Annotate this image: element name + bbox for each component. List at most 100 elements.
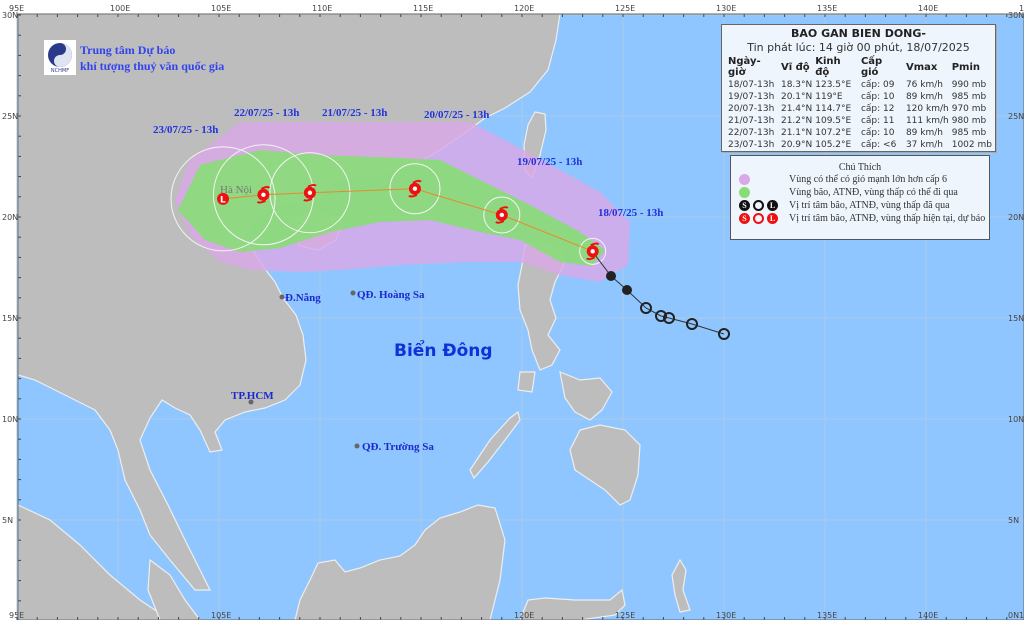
uncertainty-circle — [483, 196, 521, 234]
table-row: 19/07-13h 20.1°N 119°E cấp: 10 89 km/h 985 mb — [728, 91, 995, 103]
bottom-axis-label: 125E — [615, 611, 635, 620]
forecast-storm-icon — [495, 206, 509, 224]
bottom-axis-label: 105E — [211, 611, 231, 620]
left-axis-label: 25N — [2, 112, 18, 121]
table-row: 23/07-13h 20.9°N 105.2°E cấp: <6 37 km/h 1002… — [728, 139, 995, 151]
legend-item: Vùng có thể có gió mạnh lớn hơn cấp 6 — [731, 173, 989, 186]
table-cell: 985 mb — [951, 128, 987, 138]
track-label-18: 18/07/25 - 13h — [598, 207, 663, 219]
forecast-points: L — [217, 179, 600, 261]
emblem-text: NCHMF — [50, 67, 70, 74]
table-cell: 20/07-13h — [728, 104, 775, 114]
strong-wind-swatch-icon — [739, 174, 750, 185]
table-cell: 37 km/h — [905, 140, 943, 150]
legend-label: Vị trí tâm bão, ATNĐ, vùng thấp đã qua — [789, 200, 950, 211]
top-axis-label: 125E — [615, 4, 635, 13]
left-axis-label: 30N — [2, 11, 18, 20]
top-axis-label: 120E — [514, 4, 534, 13]
column-header: Vĩ độ — [780, 61, 810, 73]
table-cell: 123.5°E — [815, 80, 852, 90]
land-malay-peninsula — [147, 558, 201, 620]
forecast-low-icon: L — [217, 192, 230, 205]
table-cell: 21/07-13h — [728, 116, 775, 126]
land-mindanao — [569, 424, 641, 506]
label-danang: Đ.Nẵng — [285, 292, 321, 304]
legend-item: S L Vị trí tâm bão, ATNĐ, vùng thấp hiện t… — [731, 212, 989, 225]
forecast-storm-icon: S — [739, 213, 750, 224]
legend-label: Vị trí tâm bão, ATNĐ, vùng thấp hiện tại… — [789, 213, 986, 224]
table-row: 20/07-13h 21.4°N 114.7°E cấp: 12 120 km/h 970… — [728, 103, 995, 115]
past-track — [591, 250, 730, 340]
table-cell: 89 km/h — [905, 128, 943, 138]
table-cell: 105.2°E — [815, 140, 852, 150]
table-cell: 980 mb — [951, 116, 987, 126]
uncertainty-circle — [269, 152, 351, 234]
storm-zone-swatch-icon — [739, 187, 750, 198]
land-mindoro — [517, 371, 536, 393]
forecast-track-line — [222, 188, 593, 252]
storm-title: BAO GAN BIEN DONG- — [791, 27, 926, 40]
table-cell: 120 km/h — [905, 104, 949, 114]
past-depression-icon — [655, 310, 667, 322]
label-bien-dong: Biển Đông — [394, 339, 493, 361]
column-header: Ngày-giờ — [728, 56, 761, 78]
top-axis-label: 130E — [716, 4, 736, 13]
bottom-axis-label: 145E — [1019, 611, 1024, 620]
table-cell: 18.3°N — [780, 80, 813, 90]
table-cell: 119°E — [815, 92, 843, 102]
top-axis-label: 95E — [9, 4, 24, 13]
issued-time: Tin phát lúc: 14 giờ 00 phút, 18/07/2025 — [747, 41, 970, 54]
table-cell: 21.4°N — [780, 104, 813, 114]
top-axis-label: 105E — [211, 4, 231, 13]
past-low-icon: L — [767, 200, 778, 211]
right-axis-label: 30N — [1008, 11, 1024, 20]
track-label-19: 19/07/25 - 13h — [517, 156, 582, 168]
table-cell: cấp: <6 — [860, 140, 897, 150]
hcm-marker — [248, 399, 254, 405]
bottom-axis-label: 95E — [9, 611, 24, 620]
forecast-depression-icon — [753, 213, 764, 224]
table-cell: cấp: 11 — [860, 116, 895, 126]
past-storm-icon — [622, 285, 632, 295]
bottom-axis-label: 130E — [716, 611, 736, 620]
column-header: Pmin — [951, 61, 981, 73]
top-axis-label: 110E — [312, 4, 332, 13]
right-axis-label: 15N — [1008, 314, 1024, 323]
left-axis-label: 20N — [2, 213, 18, 222]
danang-marker — [279, 294, 285, 300]
forecast-table: Ngày-giờ Vĩ độ Kinh độ Cấp gió Vmax Pmin 18/0… — [728, 56, 995, 151]
top-axis-label: 135E — [817, 4, 837, 13]
table-cell: cấp: 09 — [860, 80, 895, 90]
right-axis-label: 20N — [1008, 213, 1024, 222]
forecast-storm-icon — [303, 183, 317, 202]
svg-text:L: L — [220, 195, 226, 205]
forecast-storm-icon — [585, 242, 600, 261]
column-header: Vmax — [905, 61, 938, 73]
uncertainty-circle — [389, 163, 441, 215]
left-axis-label: 10N — [2, 415, 18, 424]
left-axis-label: 15N — [2, 314, 18, 323]
forecast-storm-icon — [256, 185, 271, 204]
label-hoangsa: QĐ. Hoàng Sa — [357, 289, 425, 301]
table-cell: 23/07-13h — [728, 140, 775, 150]
nchmf-logo: NCHMF Trung tâm Dự báo khí tượng thuỷ vă… — [44, 40, 224, 75]
table-cell: 21.1°N — [780, 128, 813, 138]
map-frame — [17, 13, 1024, 620]
right-axis-label: 10N — [1008, 415, 1024, 424]
table-cell: 970 mb — [951, 104, 987, 114]
table-cell: 76 km/h — [905, 80, 943, 90]
right-axis-label: 25N — [1008, 112, 1024, 121]
legend-title: Chú Thích — [838, 162, 882, 173]
uncertainty-circle — [579, 237, 607, 265]
table-cell: cấp: 10 — [860, 92, 895, 102]
table-cell: 1002 mb — [951, 140, 992, 150]
table-cell: 89 km/h — [905, 92, 943, 102]
past-depression-icon — [753, 200, 764, 211]
forecast-storm-icon — [408, 179, 422, 198]
land-visayas — [559, 371, 613, 421]
table-cell: 990 mb — [951, 80, 987, 90]
org-name-line1: Trung tâm Dự báo — [80, 42, 176, 57]
column-header: Cấp gió — [860, 56, 883, 78]
track-label-21: 21/07/25 - 13h — [322, 107, 387, 119]
